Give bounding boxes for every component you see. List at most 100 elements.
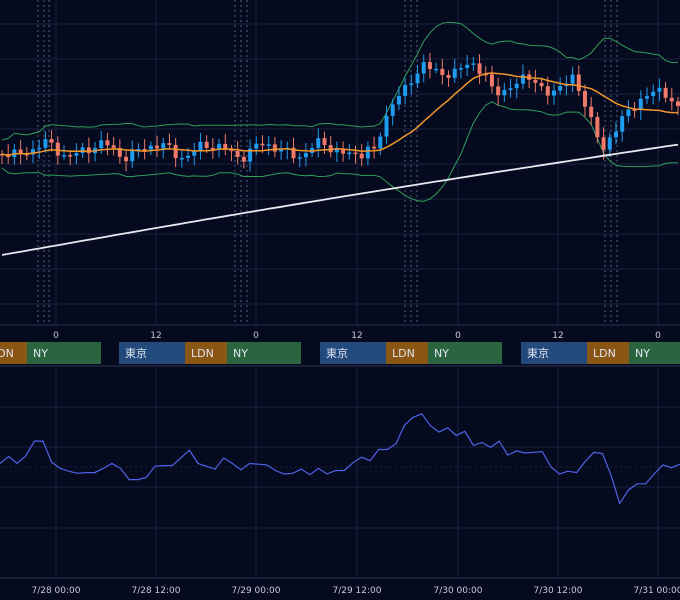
candle-body (514, 83, 519, 89)
candle (62, 145, 67, 160)
candle (551, 83, 556, 105)
candle-body (80, 147, 85, 154)
candle (533, 69, 538, 93)
candle-body (378, 136, 383, 149)
candle (632, 102, 637, 118)
candle-body (179, 157, 184, 160)
candle (390, 98, 395, 126)
candle-body (520, 74, 525, 84)
session-tokyo-label: 東京 (527, 346, 549, 360)
candle-body (136, 149, 141, 151)
candle-body (74, 153, 79, 156)
candle-body (241, 156, 246, 162)
candle-body (508, 88, 513, 90)
candle-body (117, 147, 122, 157)
candle-body (595, 117, 600, 138)
date-tick-label: 7/30 12:00 (533, 586, 582, 596)
candle-body (620, 116, 625, 132)
session-tokyo-box (521, 342, 587, 364)
candle (446, 70, 451, 87)
candle-body (316, 138, 321, 149)
date-tick-label: 7/29 00:00 (231, 586, 280, 596)
bollinger-bands (1, 21, 679, 202)
candle-body (452, 68, 457, 78)
candle (130, 140, 135, 168)
candle-body (105, 140, 110, 146)
candle (415, 65, 420, 89)
candle-body (111, 145, 116, 148)
candle (260, 135, 265, 153)
candle (68, 150, 73, 166)
session-tokyo-label: 東京 (326, 346, 348, 360)
candle-body (359, 153, 364, 159)
candle (341, 141, 346, 162)
candle (421, 54, 426, 83)
candle-body (86, 147, 91, 154)
candle-body (99, 140, 104, 149)
candle (669, 87, 674, 111)
candle (210, 138, 215, 159)
candle-body (223, 143, 228, 150)
date-tick-label: 7/28 12:00 (131, 586, 180, 596)
candles (0, 52, 680, 172)
candle-body (483, 73, 488, 76)
candle-body (198, 141, 203, 151)
session-london-box (587, 342, 629, 364)
hour-tick-label: 0 (253, 331, 259, 341)
session-ny-label: NY (434, 347, 449, 360)
candle (657, 78, 662, 102)
candle-body (440, 68, 445, 76)
date-tick-label: 7/30 00:00 (433, 586, 482, 596)
candle-body (68, 155, 73, 157)
candle (663, 82, 668, 103)
candle-body (434, 68, 439, 71)
candle-body (589, 106, 594, 118)
candle (303, 142, 308, 167)
candle-body (291, 147, 296, 159)
candle-body (155, 145, 160, 149)
candle-body (303, 152, 308, 158)
candle (644, 87, 649, 105)
candle-body (644, 96, 649, 99)
candle (167, 133, 172, 150)
candle (570, 66, 575, 93)
candle-body (18, 149, 23, 155)
session-london-label: LDN (191, 347, 214, 360)
candle-body (558, 86, 563, 91)
candle (409, 74, 414, 95)
candle (37, 139, 42, 159)
candle (328, 136, 333, 158)
candle-body (533, 79, 538, 83)
candle (155, 135, 160, 157)
candle-body (229, 149, 234, 152)
oscillator-grid (0, 366, 680, 578)
candle-body (124, 156, 129, 162)
candle-body (142, 149, 147, 151)
hour-tick-label: 12 (150, 331, 161, 341)
session-london-label: LDN (593, 347, 616, 360)
candle-body (651, 91, 656, 97)
candle (458, 63, 463, 79)
candle-body (254, 143, 259, 149)
candle-body (545, 86, 550, 96)
candle (279, 140, 284, 160)
candle-body (489, 74, 494, 87)
candle-body (297, 157, 302, 159)
candle (31, 140, 36, 163)
candle-body (130, 150, 135, 162)
candle-body (235, 151, 240, 157)
candle-body (582, 91, 587, 107)
candle-body (601, 137, 606, 150)
candle-body (502, 89, 507, 96)
candle-body (458, 68, 463, 70)
candle-body (266, 144, 271, 146)
candle-body (372, 146, 377, 149)
candle-body (279, 149, 284, 152)
candle-body (415, 73, 420, 84)
candle (626, 100, 631, 123)
